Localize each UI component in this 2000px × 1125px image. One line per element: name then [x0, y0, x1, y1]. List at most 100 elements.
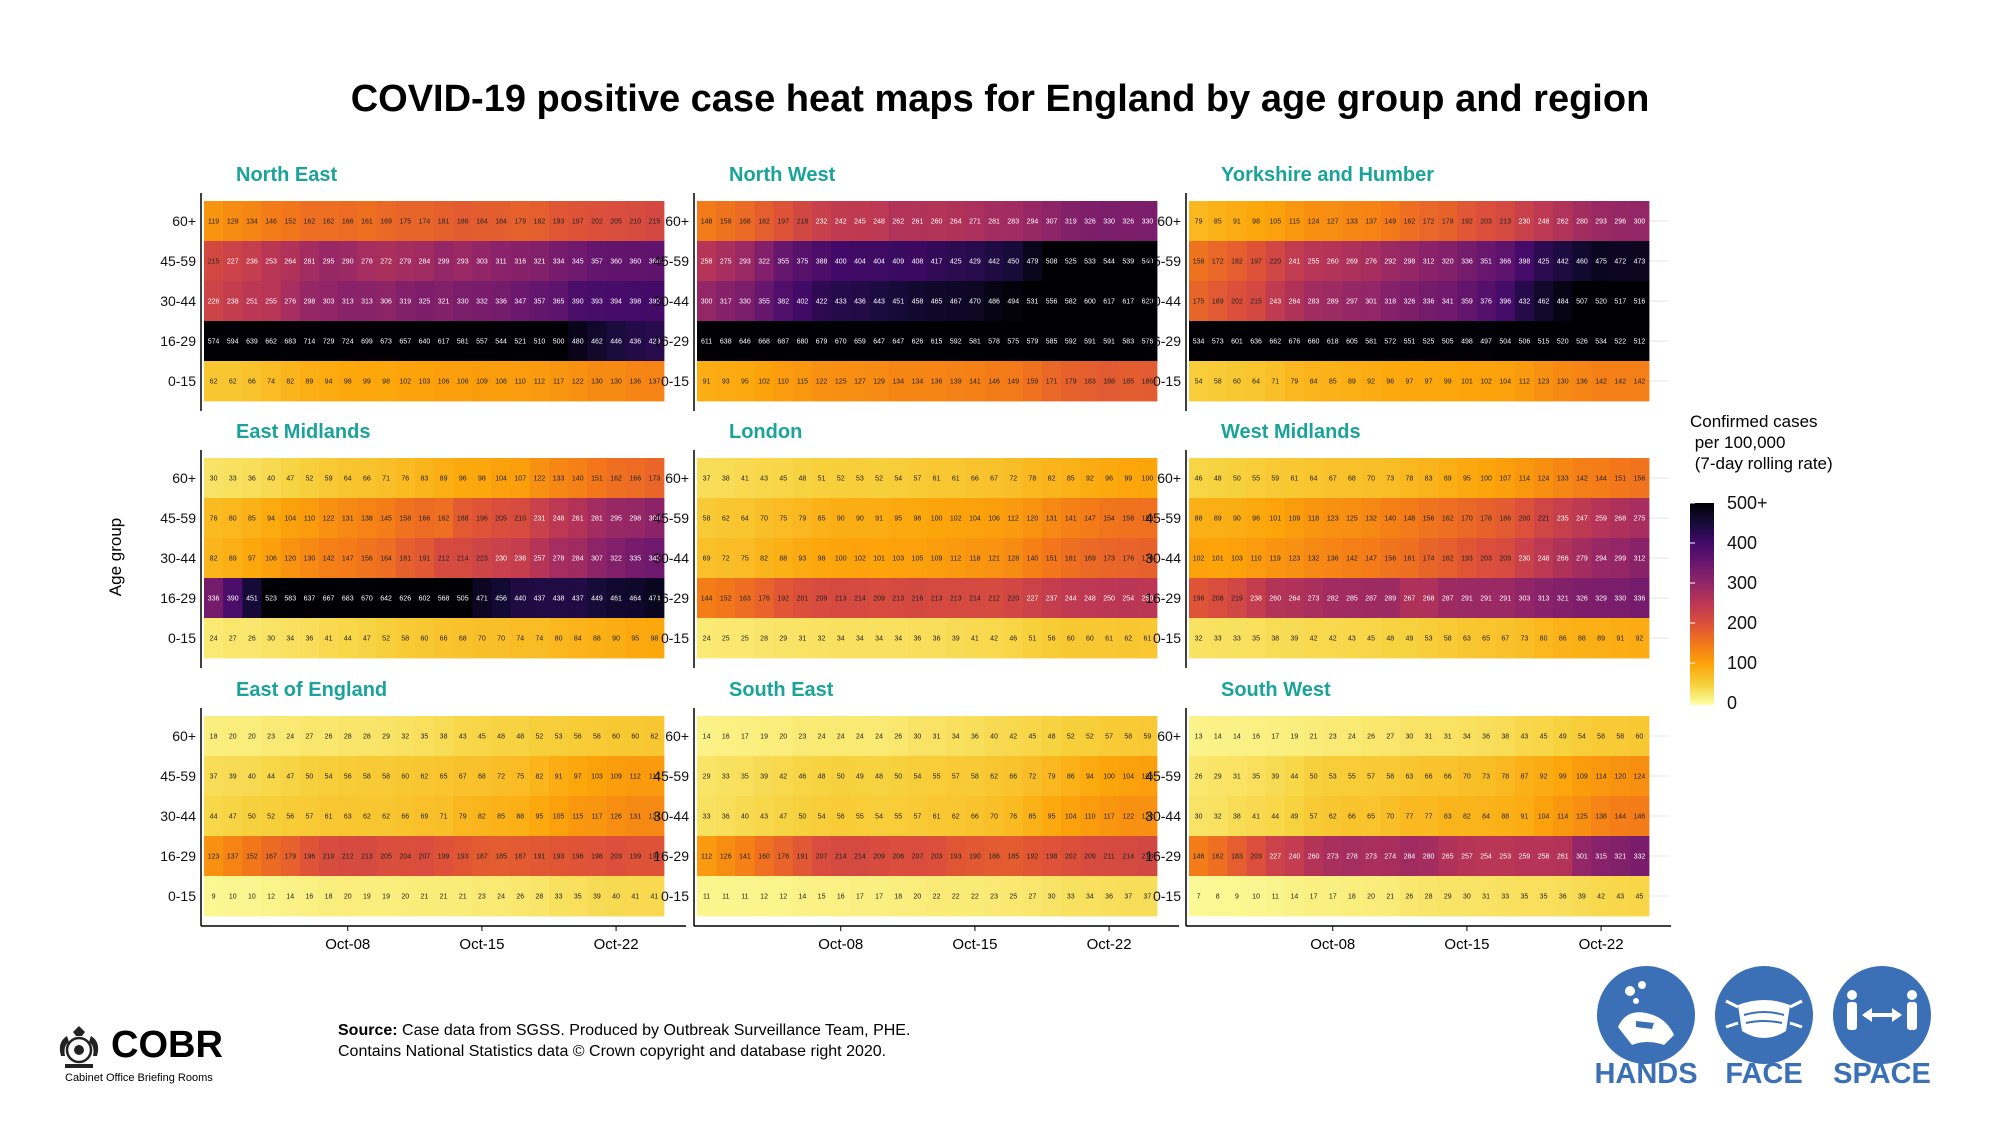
- heat-cell: [888, 241, 909, 282]
- source-line-1: Case data from SGSS. Produced by Outbrea…: [397, 1022, 911, 1039]
- cell-value-label: 187: [476, 854, 488, 861]
- cell-value-label: 283: [1007, 219, 1019, 226]
- x-tick-label: Oct-15: [952, 936, 997, 953]
- crest-icon: [59, 1026, 99, 1068]
- cell-value-label: 126: [720, 854, 732, 861]
- cell-value-label: 201: [797, 596, 809, 603]
- cell-value-label: 137: [649, 379, 661, 386]
- cell-value-label: 475: [1595, 259, 1607, 266]
- cell-value-label: 203: [1480, 219, 1492, 226]
- cell-value-label: 551: [1404, 339, 1416, 346]
- heat-cell: [625, 281, 646, 322]
- cell-value-label: 71: [440, 814, 448, 821]
- cell-value-label: 52: [306, 476, 314, 483]
- heat-cell: [984, 498, 1005, 539]
- heat-cell: [1380, 796, 1401, 837]
- cell-value-label: 273: [1365, 854, 1377, 861]
- heat-cell: [831, 756, 851, 797]
- cell-value-label: 183: [1231, 854, 1243, 861]
- heat-cell: [529, 796, 550, 837]
- heat-cell: [1323, 836, 1343, 877]
- heat-cell: [1246, 498, 1267, 539]
- cell-value-label: 99: [1444, 379, 1452, 386]
- cell-value-label: 207: [912, 854, 924, 861]
- heat-cell: [1022, 321, 1043, 362]
- heat-cell: [434, 538, 454, 579]
- heat-cell: [1399, 201, 1420, 242]
- heat-cell: [754, 498, 775, 539]
- heat-cell: [644, 538, 665, 579]
- heat-cell: [606, 756, 627, 797]
- cell-value-label: 248: [1538, 556, 1550, 563]
- heat-cell: [1118, 876, 1139, 917]
- heat-cell: [1227, 796, 1247, 837]
- cell-value-label: 647: [873, 339, 885, 346]
- age-tick-label: 60+: [172, 213, 196, 229]
- heat-cell: [1323, 578, 1343, 619]
- heat-cell: [1003, 796, 1024, 837]
- heat-cell: [1629, 716, 1650, 757]
- heat-cell: [223, 578, 243, 619]
- heat-cell: [242, 321, 262, 362]
- cell-value-label: 440: [514, 596, 526, 603]
- cell-value-label: 32: [401, 734, 409, 741]
- cell-value-label: 45: [1367, 636, 1375, 643]
- cell-value-label: 203: [931, 854, 943, 861]
- heat-cell: [549, 361, 569, 402]
- heat-cell: [376, 458, 397, 499]
- age-tick-label: 30-44: [1145, 550, 1181, 566]
- cell-value-label: 289: [1384, 596, 1396, 603]
- heat-cell: [549, 538, 569, 579]
- cell-value-label: 37: [703, 476, 711, 483]
- cell-value-label: 158: [720, 219, 732, 226]
- heat-cell: [1304, 796, 1324, 837]
- heat-cell: [1610, 578, 1631, 619]
- cell-value-label: 70: [1367, 476, 1375, 483]
- cell-value-label: 118: [1308, 516, 1319, 523]
- cell-value-label: 39: [1291, 636, 1299, 643]
- age-tick-label: 30-44: [160, 550, 196, 566]
- heat-cell: [792, 538, 813, 579]
- cell-value-label: 108: [495, 379, 507, 386]
- cell-value-label: 35: [1521, 894, 1529, 901]
- cell-value-label: 236: [246, 259, 258, 266]
- cell-value-label: 573: [1212, 339, 1224, 346]
- heat-cell: [1476, 836, 1497, 877]
- heat-cell: [1553, 498, 1573, 539]
- heat-cell: [510, 618, 531, 659]
- cell-value-label: 360: [610, 259, 622, 266]
- heat-cell: [472, 361, 492, 402]
- heat-cell: [1284, 201, 1305, 242]
- heat-cell: [261, 498, 282, 539]
- heat-cell: [204, 458, 224, 499]
- cell-value-label: 70: [497, 636, 505, 643]
- cell-value-label: 34: [1086, 894, 1094, 901]
- cell-value-label: 64: [1310, 476, 1318, 483]
- heat-cell: [357, 578, 377, 619]
- cell-value-label: 330: [1142, 219, 1154, 226]
- cell-value-label: 162: [323, 219, 335, 226]
- heat-cell: [223, 876, 243, 917]
- heat-cell: [812, 836, 832, 877]
- cell-value-label: 611: [701, 339, 712, 346]
- heat-cell: [1361, 458, 1382, 499]
- heat-cell: [1118, 618, 1139, 659]
- heat-cell: [587, 538, 607, 579]
- heat-cell: [773, 241, 794, 282]
- cell-value-label: 24: [703, 636, 711, 643]
- cell-value-label: 128: [1007, 556, 1019, 563]
- heat-cell: [812, 458, 832, 499]
- heat-cell: [434, 618, 454, 659]
- heat-cell: [1042, 876, 1062, 917]
- cell-value-label: 568: [438, 596, 450, 603]
- heat-cell: [697, 241, 717, 282]
- cell-value-label: 43: [1616, 894, 1624, 901]
- heat-cell: [1495, 281, 1516, 322]
- cell-value-label: 137: [1365, 219, 1377, 226]
- cell-value-label: 95: [1463, 476, 1471, 483]
- heat-cell: [1137, 876, 1158, 917]
- cell-value-label: 144: [701, 596, 713, 603]
- cell-value-label: 34: [1463, 734, 1471, 741]
- cell-value-label: 473: [1634, 259, 1646, 266]
- heat-cell: [1246, 716, 1267, 757]
